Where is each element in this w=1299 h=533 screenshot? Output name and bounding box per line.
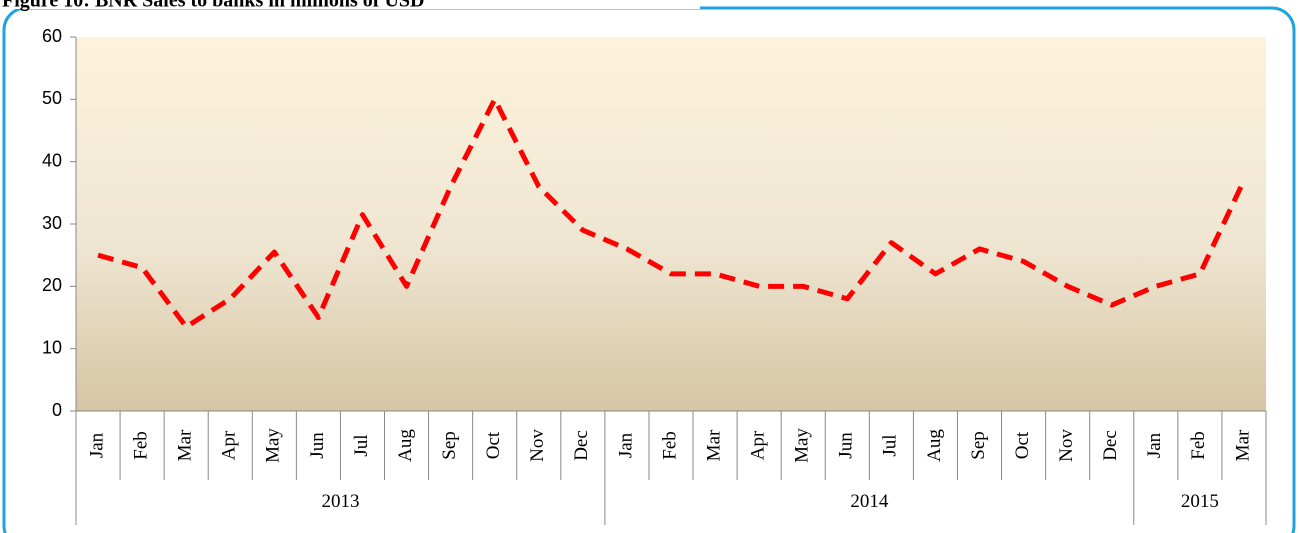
x-tick-label: Jul bbox=[880, 434, 901, 456]
x-tick-label: Jan bbox=[615, 432, 636, 458]
x-tick-label: Feb bbox=[659, 431, 680, 460]
y-tick-label: 0 bbox=[52, 400, 62, 420]
x-tick-label: Feb bbox=[1188, 431, 1209, 460]
x-tick-label: Feb bbox=[130, 431, 151, 460]
x-tick-label: Aug bbox=[395, 429, 416, 462]
x-tick-label: Mar bbox=[175, 429, 196, 461]
x-tick-label: Jan bbox=[86, 432, 107, 458]
x-tick-label: Oct bbox=[483, 431, 504, 459]
x-tick-label: Dec bbox=[571, 430, 592, 461]
y-tick-label: 30 bbox=[42, 213, 62, 233]
x-tick-label: Mar bbox=[1232, 429, 1253, 461]
group-label: 2014 bbox=[850, 491, 889, 512]
y-tick-label: 10 bbox=[42, 337, 62, 357]
plot-area bbox=[76, 37, 1266, 411]
group-label: 2013 bbox=[321, 491, 359, 512]
x-tick-label: Sep bbox=[439, 431, 460, 460]
y-tick-label: 60 bbox=[42, 26, 62, 46]
plot: 0 10 20 30 40 50 60 Jan Feb Mar Apr May Jun Jul Aug Sep… bbox=[42, 26, 1267, 525]
x-tick-label: Dec bbox=[1100, 430, 1121, 461]
x-tick-label: Nov bbox=[1056, 429, 1077, 462]
x-tick-label: Jun bbox=[836, 432, 857, 459]
title-bg bbox=[0, 0, 700, 9]
y-tick-label: 40 bbox=[42, 150, 62, 170]
x-tick-label: Aug bbox=[924, 429, 945, 462]
y-tick-label: 50 bbox=[42, 88, 62, 108]
x-tick-label: Apr bbox=[219, 430, 240, 460]
data-line bbox=[97, 96, 1247, 330]
x-tick-label: Oct bbox=[1012, 431, 1033, 459]
x-tick-label: May bbox=[263, 428, 284, 463]
x-tick-label: Sep bbox=[968, 431, 989, 460]
chart-title: Figure 10: BNR Sales to banks in million… bbox=[2, 0, 424, 12]
x-tick-label: Mar bbox=[703, 429, 724, 461]
x-tick-label: Apr bbox=[748, 430, 769, 460]
x-tick-label: Jun bbox=[307, 432, 328, 459]
y-tick-label: 20 bbox=[42, 275, 62, 295]
group-label: 2015 bbox=[1181, 491, 1219, 512]
x-tick-label: Jan bbox=[1144, 432, 1165, 458]
x-tick-label: May bbox=[792, 428, 813, 463]
x-tick-label: Jul bbox=[351, 434, 372, 456]
x-tick-label: Nov bbox=[527, 429, 548, 462]
